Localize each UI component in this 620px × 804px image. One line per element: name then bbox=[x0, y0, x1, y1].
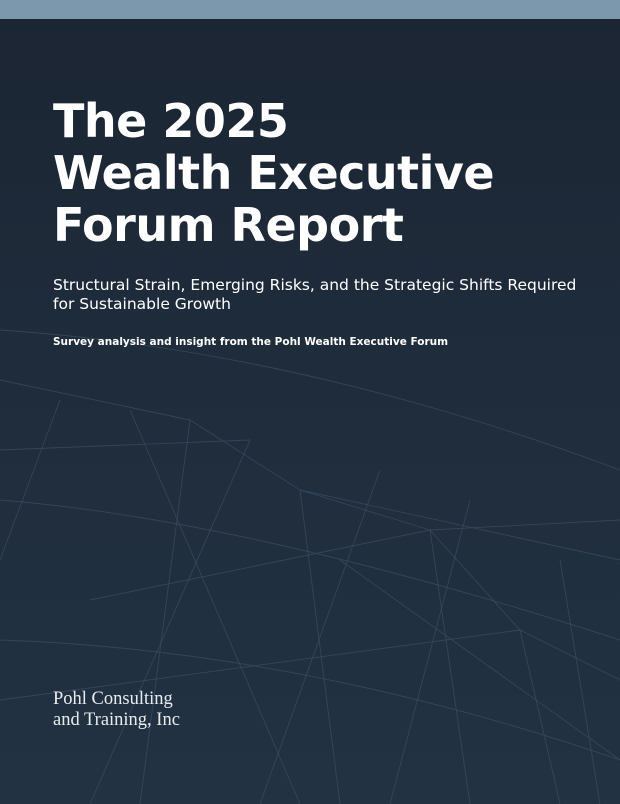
company-line-1: Pohl Consulting bbox=[53, 689, 173, 709]
company-line-2: and Training, Inc bbox=[53, 710, 180, 730]
report-subtitle: Structural Strain, Emerging Risks, and t… bbox=[53, 276, 577, 314]
title-line-3: Forum Report bbox=[53, 198, 404, 252]
title-line-2: Wealth Executive bbox=[53, 146, 495, 200]
top-accent-bar bbox=[0, 0, 620, 19]
title-line-1: The 2025 bbox=[53, 94, 289, 148]
subtitle-line-1: Structural Strain, Emerging Risks, and t… bbox=[53, 276, 577, 294]
report-title: The 2025 Wealth Executive Forum Report bbox=[53, 95, 573, 251]
report-tagline: Survey analysis and insight from the Poh… bbox=[53, 336, 449, 348]
company-name: Pohl Consulting and Training, Inc bbox=[53, 689, 353, 731]
subtitle-line-2: for Sustainable Growth bbox=[53, 295, 231, 313]
